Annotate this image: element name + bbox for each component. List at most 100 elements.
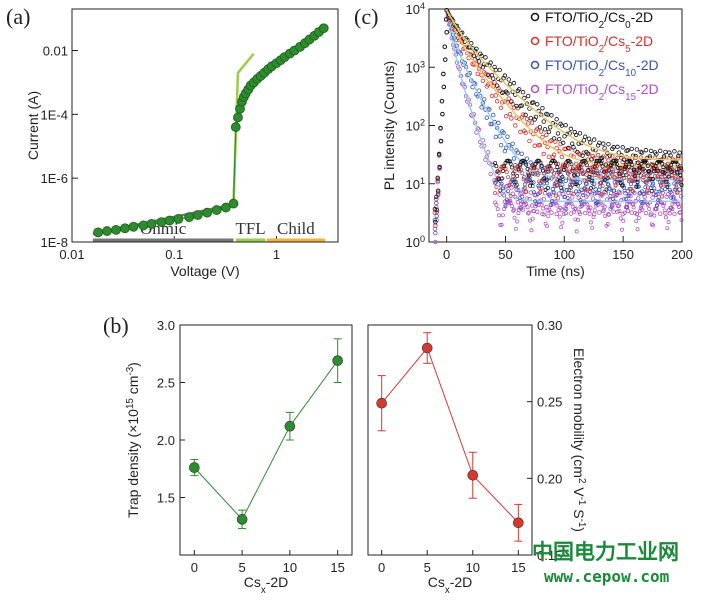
pl-point [619,198,624,203]
pl-point [475,71,480,76]
data-point [189,462,200,473]
data-line [98,27,325,233]
pl-point [559,188,565,193]
pl-point [626,194,631,199]
y-tick-label: 0.15 [537,548,562,563]
pl-point [532,190,536,195]
pl-point [676,202,681,207]
pl-point [626,164,632,169]
pl-point [539,186,544,191]
pl-point [549,210,554,215]
plot-frame [179,324,353,556]
pl-point [547,207,552,212]
pl-point [631,178,636,183]
pl-point [570,180,575,185]
pl-point [511,208,516,213]
pl-point [665,226,670,231]
pl-point [665,184,670,189]
pl-point [537,179,542,184]
pl-point [548,202,553,207]
pl-point [604,187,609,192]
data-point [102,226,112,236]
pl-point [625,148,631,153]
pl-point [590,225,595,230]
pl-point [436,151,442,157]
pl-point [506,96,511,101]
pl-point [601,208,606,214]
y-tick-label: 103 [405,59,425,75]
pl-point [494,184,499,189]
data-point [156,217,167,228]
pl-point [592,155,597,161]
pl-point [643,147,649,153]
pl-point [602,204,607,209]
region-label: Child [277,219,315,238]
pl-point [588,220,593,225]
pl-fit-line [445,10,683,180]
pl-point [613,183,618,188]
pl-point [535,192,540,197]
pl-point [554,117,559,122]
pl-point [441,84,447,90]
pl-point [615,209,620,215]
data-point [192,210,203,220]
pl-point [620,183,624,188]
pl-point [617,209,622,214]
pl-point [522,95,527,101]
region-label: TFL [235,219,265,238]
pl-point [524,201,529,206]
pl-point [645,173,650,179]
pl-point [525,167,530,171]
pl-point [647,206,652,211]
pl-point [548,194,553,199]
pl-point [675,190,680,195]
pl-point [494,99,500,104]
pl-point [665,192,671,197]
data-point [173,213,184,224]
pl-point [586,168,591,172]
pl-point [574,182,579,186]
pl-point [574,229,579,234]
pl-point [497,88,502,93]
pl-point [592,211,597,217]
pl-point [541,151,546,157]
pl-point [645,164,650,168]
pl-point [652,186,657,191]
pl-point [654,151,659,157]
pl-point [562,134,567,139]
pl-point [663,211,668,216]
x-tick-label: 5 [238,560,245,575]
data-point [211,205,222,215]
x-axis-label: Time (ns) [526,263,585,279]
pl-point [481,97,487,102]
pl-point [592,164,597,169]
y-tick-label: 0.30 [537,318,562,333]
pl-point [614,192,619,197]
pl-point [582,178,587,183]
y-tick-label: 1E-6 [41,171,68,186]
pl-point [500,90,505,95]
pl-point [527,106,532,111]
pl-point [520,112,526,117]
y-tick-label: 1E-4 [41,107,68,122]
pl-point [660,168,666,173]
pl-point [611,209,616,214]
pl-point [568,211,574,216]
pl-point [516,188,521,193]
watermark-cn: 中国电力工业网 [532,540,679,564]
data-point [184,212,195,223]
pl-point [555,131,561,136]
pl-point [579,203,584,208]
pl-point [508,193,513,198]
pl-point [500,100,505,105]
data-point [164,215,175,226]
pl-point [554,211,559,217]
x-tick-label: 150 [612,247,634,262]
pl-point [631,167,636,172]
pl-point [605,222,610,226]
pl-point [588,205,593,210]
pl-point [645,185,650,190]
pl-point [558,172,563,177]
y-tick-label: 2.0 [157,433,175,448]
